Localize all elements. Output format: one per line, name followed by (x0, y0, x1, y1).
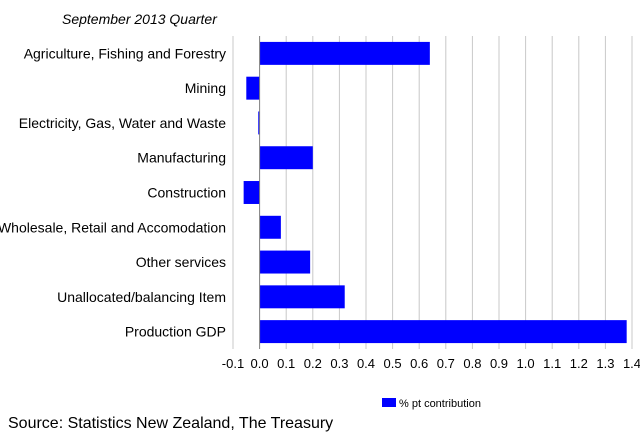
x-tick-label: 0.9 (490, 356, 508, 371)
category-label: Manufacturing (137, 150, 226, 166)
x-tick-label: 0.8 (463, 356, 481, 371)
category-label: Unallocated/balancing Item (57, 289, 226, 305)
x-tick-label: 0.4 (357, 356, 375, 371)
legend-label: % pt contribution (399, 398, 481, 410)
bar (246, 76, 260, 100)
x-tick-label: -0.1 (222, 356, 244, 371)
bar (259, 285, 345, 309)
category-label: Production GDP (125, 324, 226, 340)
legend: % pt contribution (382, 398, 481, 410)
x-tick-label: 1.1 (543, 356, 561, 371)
x-tick-label: 0.0 (251, 356, 269, 371)
x-tick-label: 0.1 (277, 356, 295, 371)
category-label: Other services (136, 254, 226, 270)
x-tick-label: 0.7 (437, 356, 455, 371)
x-tick-label: 0.6 (410, 356, 428, 371)
category-label: Mining (185, 80, 226, 96)
x-tick-label: 1.2 (570, 356, 588, 371)
grid-lines (232, 36, 633, 349)
legend-swatch (382, 398, 396, 407)
bar (259, 320, 627, 344)
x-tick-label: 1.4 (623, 356, 640, 371)
x-tick-label: 1.0 (517, 356, 535, 371)
bar (243, 181, 260, 204)
x-tick-label: 0.3 (330, 356, 348, 371)
chart-subtitle: September 2013 Quarter (62, 11, 218, 27)
category-label: Construction (147, 185, 226, 201)
bar (259, 41, 430, 65)
x-tick-label: 0.2 (304, 356, 322, 371)
bar (259, 215, 281, 239)
bar (259, 146, 313, 170)
x-tick-label: 1.3 (596, 356, 614, 371)
bar (258, 111, 260, 135)
source-note: Source: Statistics New Zealand, The Trea… (8, 415, 334, 432)
bar (259, 250, 311, 274)
category-labels: Agriculture, Fishing and Forestry Mining E… (0, 45, 226, 339)
bars (243, 41, 627, 344)
x-tick-label: 0.5 (384, 356, 402, 371)
category-label: Electricity, Gas, Water and Waste (19, 115, 226, 131)
category-label: Agriculture, Fishing and Forestry (24, 45, 226, 61)
x-tick-labels: -0.1 0.0 0.1 0.2 0.3 0.4 0.5 0.6 0.7 0.8 0.9 1.0 1.1… (222, 356, 640, 371)
category-label: Wholesale, Retail and Accomodation (0, 219, 226, 235)
